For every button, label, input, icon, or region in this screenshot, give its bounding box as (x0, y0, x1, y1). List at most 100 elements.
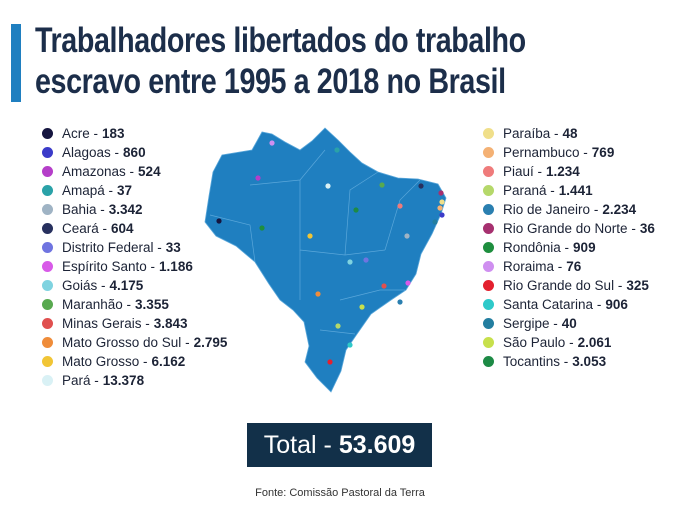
map-state-marker (404, 233, 410, 239)
legend-item: Goiás -4.175 (42, 276, 227, 295)
map-state-marker (432, 219, 438, 225)
legend-dot-icon (42, 375, 53, 386)
legend-value: 3.843 (153, 316, 188, 331)
map-state-marker (439, 212, 445, 218)
legend-state: Rio Grande do Norte (503, 221, 628, 236)
legend-state: Paraíba (503, 126, 551, 141)
map-state-marker (363, 257, 369, 263)
map-state-marker (381, 283, 387, 289)
legend-item: Distrito Federal -33 (42, 238, 227, 257)
legend-state: Pernambuco (503, 145, 580, 160)
legend-dot-icon (42, 223, 53, 234)
legend-value: 1.234 (546, 164, 580, 179)
legend-value: 48 (562, 126, 578, 141)
legend-dot-icon (483, 185, 494, 196)
legend-dot-icon (42, 318, 53, 329)
legend-separator: - (96, 202, 105, 217)
legend-dot-icon (483, 280, 494, 291)
legend-dot-icon (42, 337, 53, 348)
legend-item: Tocantins -3.053 (483, 352, 655, 371)
legend-item: Minas Gerais -3.843 (42, 314, 227, 333)
map-state-marker (315, 291, 321, 297)
legend-item: Alagoas -860 (42, 143, 227, 162)
legend-value: 37 (117, 183, 133, 198)
legend-item: Rio Grande do Norte -36 (483, 219, 655, 238)
legend-item: Bahia -3.342 (42, 200, 227, 219)
legend-separator: - (579, 145, 588, 160)
total-label: Total - (263, 430, 332, 459)
map-state-marker (269, 140, 275, 146)
legend-dot-icon (483, 318, 494, 329)
legend-item: Paraíba -48 (483, 124, 655, 143)
legend-state: Goiás (62, 278, 98, 293)
brazil-shape (204, 127, 447, 393)
map-state-marker (353, 207, 359, 213)
legend-separator: - (110, 145, 120, 160)
legend-item: Amazonas -524 (42, 162, 227, 181)
legend-item: Roraima -76 (483, 257, 655, 276)
legend-value: 860 (123, 145, 146, 160)
legend-item: Mato Grosso do Sul -2.795 (42, 333, 227, 352)
legend-item: Maranhão -3.355 (42, 295, 227, 314)
map-state-marker (379, 182, 385, 188)
map-state-marker (255, 175, 261, 181)
legend-value: 2.795 (193, 335, 228, 350)
legend-separator: - (546, 183, 555, 198)
legend-state: Distrito Federal (62, 240, 154, 255)
map-state-marker (359, 304, 365, 310)
map-state-marker (437, 205, 443, 211)
legend-separator: - (550, 126, 559, 141)
legend-item: Amapá -37 (42, 181, 227, 200)
legend-state: Paraná (503, 183, 547, 198)
map-state-marker (397, 203, 403, 209)
legend-separator: - (614, 278, 623, 293)
map-state-marker (216, 218, 222, 224)
legend-separator: - (139, 354, 148, 369)
legend-value: 4.175 (109, 278, 144, 293)
legend-item: Espírito Santo -1.186 (42, 257, 227, 276)
legend-value: 2.234 (602, 202, 637, 217)
legend-dot-icon (42, 204, 53, 215)
legend-state: Acre (62, 126, 90, 141)
legend-state: Amapá (62, 183, 105, 198)
legend-dot-icon (42, 166, 53, 177)
legend-dot-icon (42, 261, 53, 272)
legend-dot-icon (483, 147, 494, 158)
legend-value: 1.441 (558, 183, 593, 198)
legend-state: São Paulo (503, 335, 566, 350)
legend-state: Piauí (503, 164, 534, 179)
legend-state: Rio de Janeiro (503, 202, 591, 217)
legend-item: Piauí -1.234 (483, 162, 655, 181)
legend-separator: - (181, 335, 190, 350)
legend-item: Rio de Janeiro -2.234 (483, 200, 655, 219)
legend-item: Pará -13.378 (42, 371, 227, 390)
map-state-marker (335, 323, 341, 329)
legend-state: Tocantins (503, 354, 561, 369)
map-state-marker (418, 183, 424, 189)
legend-state: Espírito Santo (62, 259, 147, 274)
page-title: Trabalhadores libertados do trabalho esc… (35, 20, 609, 102)
legend-dot-icon (483, 223, 494, 234)
legend-item: Mato Grosso -6.162 (42, 352, 227, 371)
legend-separator: - (153, 240, 162, 255)
legend-value: 36 (639, 221, 655, 236)
legend-dot-icon (483, 242, 494, 253)
map-state-marker (347, 342, 353, 348)
legend-value: 6.162 (151, 354, 186, 369)
legend-dot-icon (42, 128, 53, 139)
legend-state: Maranhão (62, 297, 123, 312)
legend-state: Santa Catarina (503, 297, 594, 312)
legend-left: Acre -183 Alagoas -860 Amazonas -524 Amapá … (42, 124, 227, 390)
legend-separator: - (533, 164, 543, 179)
legend-dot-icon (42, 299, 53, 310)
legend-value: 769 (591, 145, 615, 160)
legend-separator: - (104, 183, 114, 198)
legend-value: 13.378 (102, 373, 145, 388)
legend-separator: - (560, 240, 570, 255)
total-value: 53.609 (338, 430, 416, 459)
legend-dot-icon (42, 185, 53, 196)
legend-right: Paraíba -48 Pernambuco -769 Piauí -1.234 Pa… (483, 124, 655, 371)
legend-separator: - (590, 202, 599, 217)
legend-value: 906 (605, 297, 628, 312)
